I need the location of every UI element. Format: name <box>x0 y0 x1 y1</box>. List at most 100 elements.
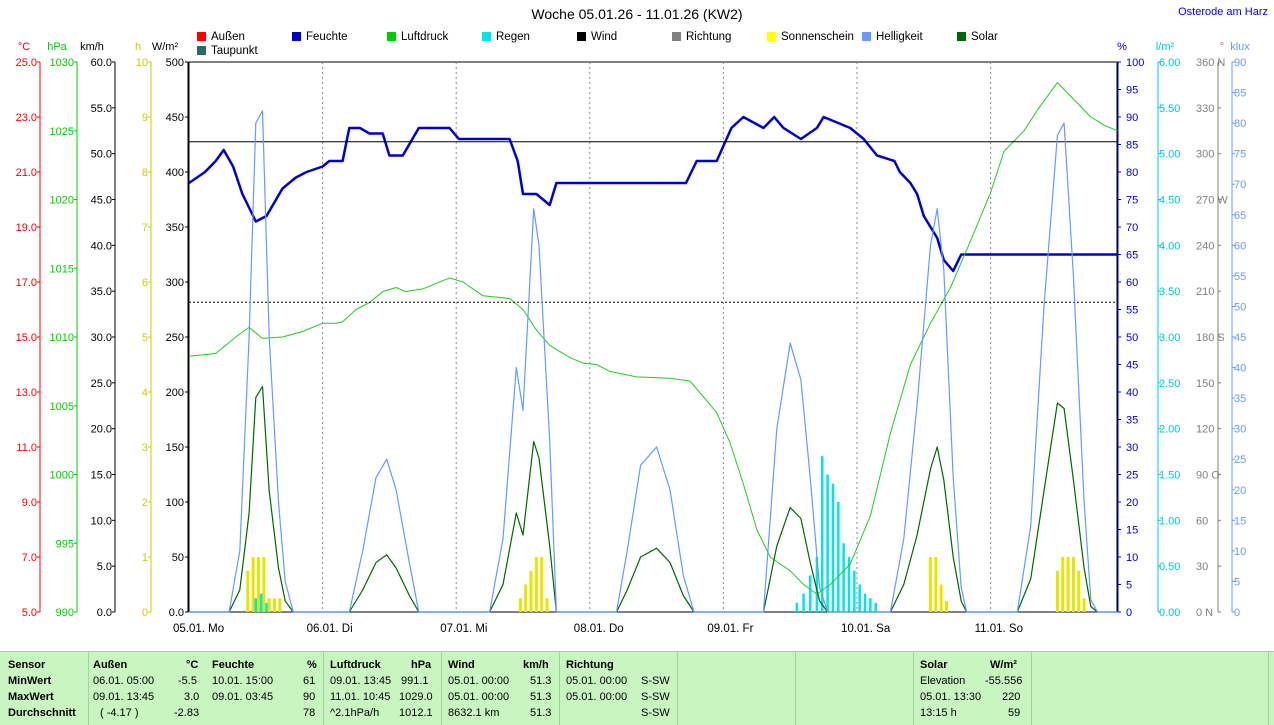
legend-item-aussen: Außen <box>197 31 245 43</box>
bar-regen <box>259 593 263 612</box>
feuchte-time: 10.01. 15:00 <box>212 675 274 687</box>
legend-swatch <box>862 32 871 41</box>
legend-item-solar: Solar <box>957 31 998 43</box>
wind-time: 05.01. 00:00 <box>448 675 510 687</box>
axis-tick-label: 50.0 <box>91 149 112 161</box>
chart-title: Woche 05.01.26 - 11.01.26 (KW2) <box>531 6 743 22</box>
axis-tick-label: 20 <box>1126 497 1138 509</box>
legend-label: Feuchte <box>306 31 348 43</box>
axis-tick-label: 2 <box>142 497 148 509</box>
y-axis-wind: 60.0 55.0 50.0 45.0 40.0 35.0 30.0 25.0 20.0 15.0… <box>80 41 116 619</box>
legend-item-wind: Wind <box>577 31 617 43</box>
stats-header-aussen-unit: °C <box>186 659 199 671</box>
bar-sonnenschein <box>939 584 943 612</box>
axis-tick-label: 200 <box>166 387 184 399</box>
axis-tick-label: 0 <box>1234 607 1240 619</box>
aussen-value: 3.0 <box>184 691 200 703</box>
axis-tick-label: 50 <box>172 552 184 564</box>
location-label: Osterode am Harz <box>1178 6 1268 18</box>
axis-tick-label: 7.0 <box>22 552 37 564</box>
grid-layer <box>188 61 1118 613</box>
bar-sonnenschein <box>262 557 266 612</box>
stats-col-solar <box>913 652 1032 725</box>
axis-tick-label: 70 <box>1234 179 1246 191</box>
x-tick-label: 11.01. So <box>975 623 1023 635</box>
legend-swatch <box>767 32 776 41</box>
feuchte-value: 61 <box>303 675 316 687</box>
legend-swatch <box>672 32 681 41</box>
stats-col-aussen <box>88 652 324 725</box>
axis-tick-label: 40.0 <box>91 240 112 252</box>
axis-tick-label: 45 <box>1234 332 1246 344</box>
axis-tick-label: 35 <box>1126 415 1138 427</box>
bar-regen <box>831 483 835 612</box>
stats-col-richtung <box>559 652 678 725</box>
x-tick-label: 06.01. Di <box>307 623 353 635</box>
axis-tick-label: 8 <box>142 167 148 179</box>
richtung-value: S-SW <box>641 675 670 687</box>
y-axis-solar: 500 450 400 350 300 250 200 150 100 50 0.0 W/m² <box>152 41 189 619</box>
axis-tick-label: 0.0 <box>97 607 112 619</box>
axis-tick-label: 60 <box>1196 515 1208 527</box>
legend-swatch <box>197 46 206 55</box>
legend-swatch <box>292 32 301 41</box>
x-tick-label: 09.01. Fr <box>707 623 753 635</box>
bar-regen <box>858 584 861 612</box>
axis-tick-label: 100 <box>1126 57 1144 69</box>
axis-tick-label: 90 <box>1234 57 1246 69</box>
axis-tick-label: 45.0 <box>91 195 112 207</box>
axis-unit-label: % <box>1117 41 1127 53</box>
legend-item-richtung: Richtung <box>672 31 731 43</box>
legend-swatch <box>197 32 206 41</box>
wind-value: 51.3 <box>530 691 552 703</box>
bar-sonnenschein <box>534 557 538 612</box>
axis-tick-label: 3.50 <box>1159 286 1180 298</box>
legend-swatch <box>482 32 491 41</box>
stats-header-solar: Solar <box>920 659 948 671</box>
line-series-helligkeit <box>189 110 1118 613</box>
axis-tick-label: 250 <box>166 332 184 344</box>
legend-label: Sonnenschein <box>781 31 854 43</box>
axis-tick-label: 75 <box>1234 149 1246 161</box>
legend-label: Richtung <box>686 31 732 43</box>
axis-tick-label: 7 <box>142 222 148 234</box>
axis-tick-label: 0.00 <box>1159 607 1180 619</box>
lines-layer <box>188 82 1118 613</box>
bar-sonnenschein <box>256 557 260 612</box>
axis-tick-label: 1.50 <box>1159 470 1180 482</box>
solar-a: 13:15 h <box>920 707 957 719</box>
wind-time: 05.01. 00:00 <box>448 691 510 703</box>
axis-tick-label: 5 <box>1234 576 1240 588</box>
axis-tick-label: 20.0 <box>91 424 112 436</box>
aussen-time: ( -4.17 ) <box>100 707 139 719</box>
axis-tick-label: 15 <box>1234 515 1246 527</box>
axis-unit-label: km/h <box>80 41 104 53</box>
solar-b: -55.556 <box>985 675 1023 687</box>
druck-value: 1029.0 <box>399 691 433 703</box>
bar-sonnenschein <box>1077 570 1081 612</box>
axis-tick-label: 270 W <box>1196 195 1228 207</box>
bar-series-sonnenschein <box>246 557 1086 612</box>
axis-tick-label: 995 <box>56 538 74 550</box>
legend-label: Wind <box>591 31 618 43</box>
axis-tick-label: 4.50 <box>1159 195 1180 207</box>
bar-regen <box>863 593 867 612</box>
stats-header-feuchte-unit: % <box>307 659 317 671</box>
x-tick-label: 05.01. Mo <box>173 623 224 635</box>
y-axis-rain: 6.00 5.50 5.00 4.50 4.00 3.50 3.00 2.50 2.00 1.50… <box>1156 41 1181 619</box>
bar-sonnenschein <box>1082 598 1086 612</box>
line-series-solar <box>189 385 1118 613</box>
bar-series-regen <box>254 456 877 612</box>
axis-tick-label: 5.50 <box>1159 103 1180 115</box>
axis-tick-label: 1000 <box>50 470 74 482</box>
axis-tick-label: 30 <box>1196 561 1208 573</box>
axis-tick-label: 3.00 <box>1159 332 1180 344</box>
bar-regen <box>874 602 877 612</box>
bar-sonnenschein <box>1055 570 1059 612</box>
row-label: Durchschnitt <box>8 707 76 719</box>
legend-label: Taupunkt <box>211 45 258 57</box>
solar-a: Elevation <box>920 675 966 687</box>
bar-regen <box>254 598 258 612</box>
axis-unit-label: l/m² <box>1156 41 1175 53</box>
